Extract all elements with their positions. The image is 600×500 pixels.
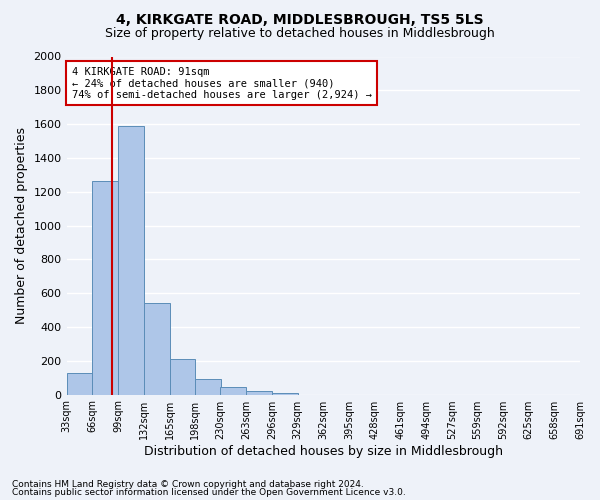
Bar <box>144 304 170 394</box>
Bar <box>220 387 246 394</box>
Bar <box>195 380 221 394</box>
Text: Contains HM Land Registry data © Crown copyright and database right 2024.: Contains HM Land Registry data © Crown c… <box>12 480 364 489</box>
Text: Size of property relative to detached houses in Middlesbrough: Size of property relative to detached ho… <box>105 28 495 40</box>
Bar <box>272 393 298 394</box>
X-axis label: Distribution of detached houses by size in Middlesbrough: Distribution of detached houses by size … <box>144 444 503 458</box>
Y-axis label: Number of detached properties: Number of detached properties <box>15 127 28 324</box>
Text: 4, KIRKGATE ROAD, MIDDLESBROUGH, TS5 5LS: 4, KIRKGATE ROAD, MIDDLESBROUGH, TS5 5LS <box>116 12 484 26</box>
Bar <box>170 359 195 394</box>
Bar <box>67 372 92 394</box>
Bar <box>118 126 144 394</box>
Text: 4 KIRKGATE ROAD: 91sqm
← 24% of detached houses are smaller (940)
74% of semi-de: 4 KIRKGATE ROAD: 91sqm ← 24% of detached… <box>71 66 371 100</box>
Text: Contains public sector information licensed under the Open Government Licence v3: Contains public sector information licen… <box>12 488 406 497</box>
Bar <box>246 391 272 394</box>
Bar <box>92 180 118 394</box>
